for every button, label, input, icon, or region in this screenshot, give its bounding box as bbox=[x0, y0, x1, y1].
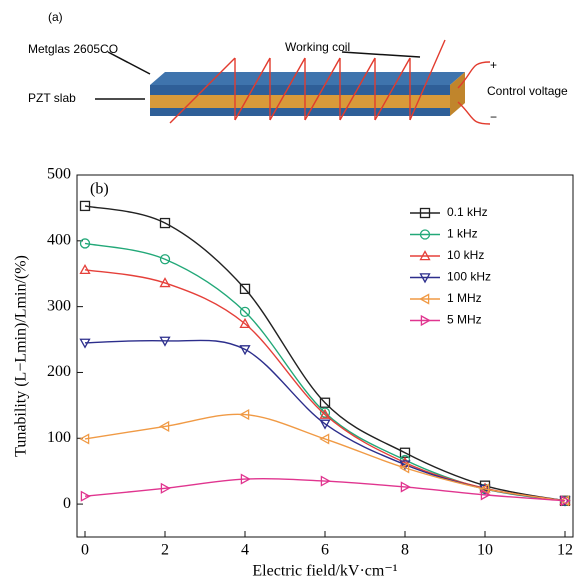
metglas-front bbox=[150, 85, 450, 95]
marker bbox=[560, 495, 571, 507]
series-line bbox=[84, 205, 566, 502]
marker bbox=[240, 473, 251, 485]
legend-label: 0.1 kHz bbox=[447, 205, 488, 219]
x-tick-label: 10 bbox=[477, 542, 493, 559]
marker bbox=[399, 460, 411, 471]
minus-label: − bbox=[490, 110, 497, 124]
marker bbox=[79, 200, 91, 212]
series-line bbox=[84, 477, 566, 502]
diagram: (a) Metglas 2605CO PZT slab Working coil… bbox=[28, 10, 568, 125]
legend-marker bbox=[419, 207, 431, 219]
series-line bbox=[84, 413, 566, 502]
marker bbox=[399, 462, 410, 474]
x-axis-label: Electric field/kV·cm⁻¹ bbox=[252, 563, 397, 580]
y-tick-label: 400 bbox=[47, 231, 71, 248]
plus-label: + bbox=[490, 58, 497, 72]
y-tick-label: 500 bbox=[47, 166, 71, 183]
marker bbox=[160, 482, 171, 494]
marker bbox=[320, 475, 331, 487]
series-line bbox=[84, 242, 566, 502]
legend-marker bbox=[419, 229, 431, 240]
marker bbox=[480, 489, 491, 501]
marker bbox=[159, 336, 171, 347]
y-tick-label: 100 bbox=[47, 429, 71, 446]
pzt-label: PZT slab bbox=[28, 91, 76, 105]
legend-marker bbox=[419, 273, 431, 284]
marker bbox=[319, 408, 331, 419]
marker bbox=[239, 306, 251, 318]
x-tick-label: 4 bbox=[241, 542, 249, 559]
legend-label: 10 kHz bbox=[447, 248, 484, 262]
legend-marker bbox=[420, 314, 431, 327]
coil-label: Working coil bbox=[285, 40, 350, 54]
marker bbox=[400, 481, 411, 493]
marker bbox=[159, 277, 171, 288]
marker bbox=[79, 338, 91, 349]
legend-label: 1 kHz bbox=[447, 227, 478, 241]
x-tick-label: 8 bbox=[401, 542, 409, 559]
y-tick-label: 200 bbox=[47, 363, 71, 380]
x-tick-label: 12 bbox=[557, 542, 573, 559]
marker bbox=[319, 397, 331, 408]
marker bbox=[79, 433, 90, 445]
marker bbox=[319, 433, 330, 445]
marker bbox=[399, 456, 411, 467]
legend-marker bbox=[419, 250, 431, 261]
pzt-front bbox=[150, 95, 450, 108]
x-tick-label: 2 bbox=[161, 542, 169, 559]
legend-label: 100 kHz bbox=[447, 270, 491, 284]
legend-label: 5 MHz bbox=[447, 313, 482, 327]
marker bbox=[319, 407, 331, 418]
y-tick-label: 0 bbox=[63, 495, 71, 512]
legend-label: 1 MHz bbox=[447, 291, 482, 305]
plot-frame bbox=[76, 174, 574, 538]
x-tick-label: 6 bbox=[321, 542, 329, 559]
series-line bbox=[84, 269, 566, 502]
marker bbox=[479, 483, 490, 495]
marker bbox=[319, 419, 331, 430]
marker bbox=[159, 217, 171, 229]
panel-label: (a) bbox=[48, 10, 63, 24]
marker bbox=[79, 238, 91, 249]
panel-label: (b) bbox=[90, 181, 109, 198]
marker bbox=[80, 490, 91, 502]
marker bbox=[239, 283, 251, 295]
x-tick-label: 0 bbox=[81, 542, 89, 559]
voltage-label: Control voltage bbox=[487, 84, 568, 98]
arrows bbox=[95, 51, 421, 100]
marker bbox=[159, 420, 170, 433]
marker bbox=[159, 254, 171, 265]
slab-top bbox=[150, 72, 465, 85]
legend-marker bbox=[419, 293, 430, 305]
y-axis-label: Tunability (L−Lmin)/Lmin/(%) bbox=[13, 255, 30, 457]
metglas-label: Metglas 2605CO bbox=[28, 42, 118, 56]
y-tick-label: 300 bbox=[47, 297, 71, 314]
marker bbox=[239, 345, 251, 356]
metglas-bottom bbox=[150, 108, 450, 116]
marker bbox=[79, 263, 91, 275]
coil bbox=[169, 39, 491, 125]
marker bbox=[239, 317, 251, 328]
marker bbox=[239, 408, 250, 421]
